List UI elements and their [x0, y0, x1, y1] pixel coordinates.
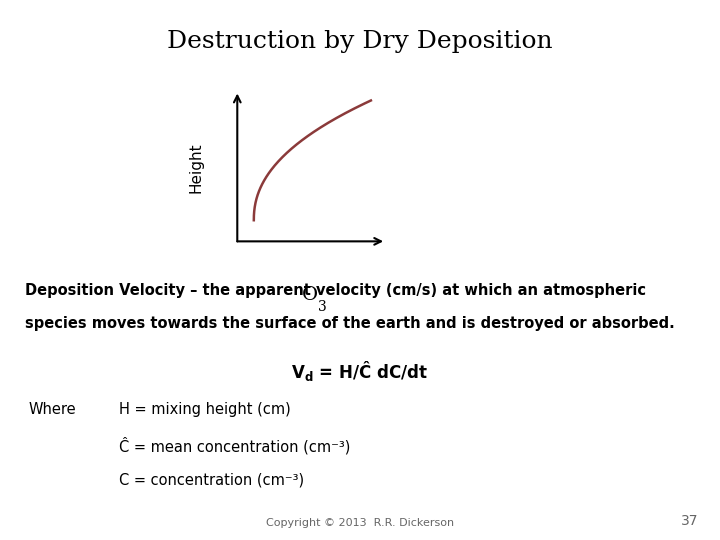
Text: Destruction by Dry Deposition: Destruction by Dry Deposition — [167, 30, 553, 53]
Text: O: O — [302, 286, 318, 304]
Text: Ĉ = mean concentration (cm⁻³): Ĉ = mean concentration (cm⁻³) — [119, 437, 350, 455]
Text: Copyright © 2013  R.R. Dickerson: Copyright © 2013 R.R. Dickerson — [266, 518, 454, 528]
Text: 3: 3 — [318, 300, 327, 314]
Text: H = mixing height (cm): H = mixing height (cm) — [119, 402, 291, 417]
Text: Where: Where — [29, 402, 76, 417]
Text: species moves towards the surface of the earth and is destroyed or absorbed.: species moves towards the surface of the… — [25, 316, 675, 331]
Text: Deposition Velocity – the apparent velocity (cm/s) at which an atmospheric: Deposition Velocity – the apparent veloc… — [25, 284, 647, 299]
Text: 37: 37 — [681, 514, 698, 528]
Text: C = concentration (cm⁻³): C = concentration (cm⁻³) — [119, 472, 304, 488]
Text: $\mathbf{V_d}$ = H/Ĉ dC/dt: $\mathbf{V_d}$ = H/Ĉ dC/dt — [292, 359, 428, 383]
Text: Height: Height — [188, 142, 203, 193]
